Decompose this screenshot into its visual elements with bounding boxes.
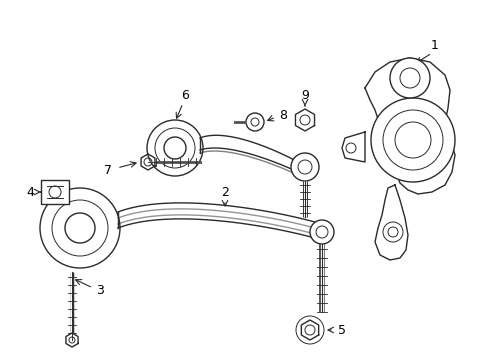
Polygon shape — [365, 58, 455, 194]
Text: 3: 3 — [96, 284, 104, 297]
Polygon shape — [295, 109, 315, 131]
Text: 2: 2 — [221, 185, 229, 198]
Polygon shape — [66, 333, 78, 347]
Polygon shape — [375, 185, 408, 260]
Text: 5: 5 — [338, 324, 346, 337]
Polygon shape — [141, 154, 155, 170]
Circle shape — [371, 98, 455, 182]
Text: 4: 4 — [26, 185, 34, 198]
Polygon shape — [342, 132, 365, 162]
Text: 8: 8 — [279, 108, 287, 122]
Text: 6: 6 — [181, 89, 189, 102]
Polygon shape — [301, 320, 319, 340]
Circle shape — [390, 58, 430, 98]
Text: 7: 7 — [104, 163, 112, 176]
Text: 1: 1 — [431, 39, 439, 51]
Circle shape — [310, 220, 334, 244]
Circle shape — [291, 153, 319, 181]
Text: 9: 9 — [301, 89, 309, 102]
Circle shape — [246, 113, 264, 131]
Bar — [41, 180, 69, 204]
